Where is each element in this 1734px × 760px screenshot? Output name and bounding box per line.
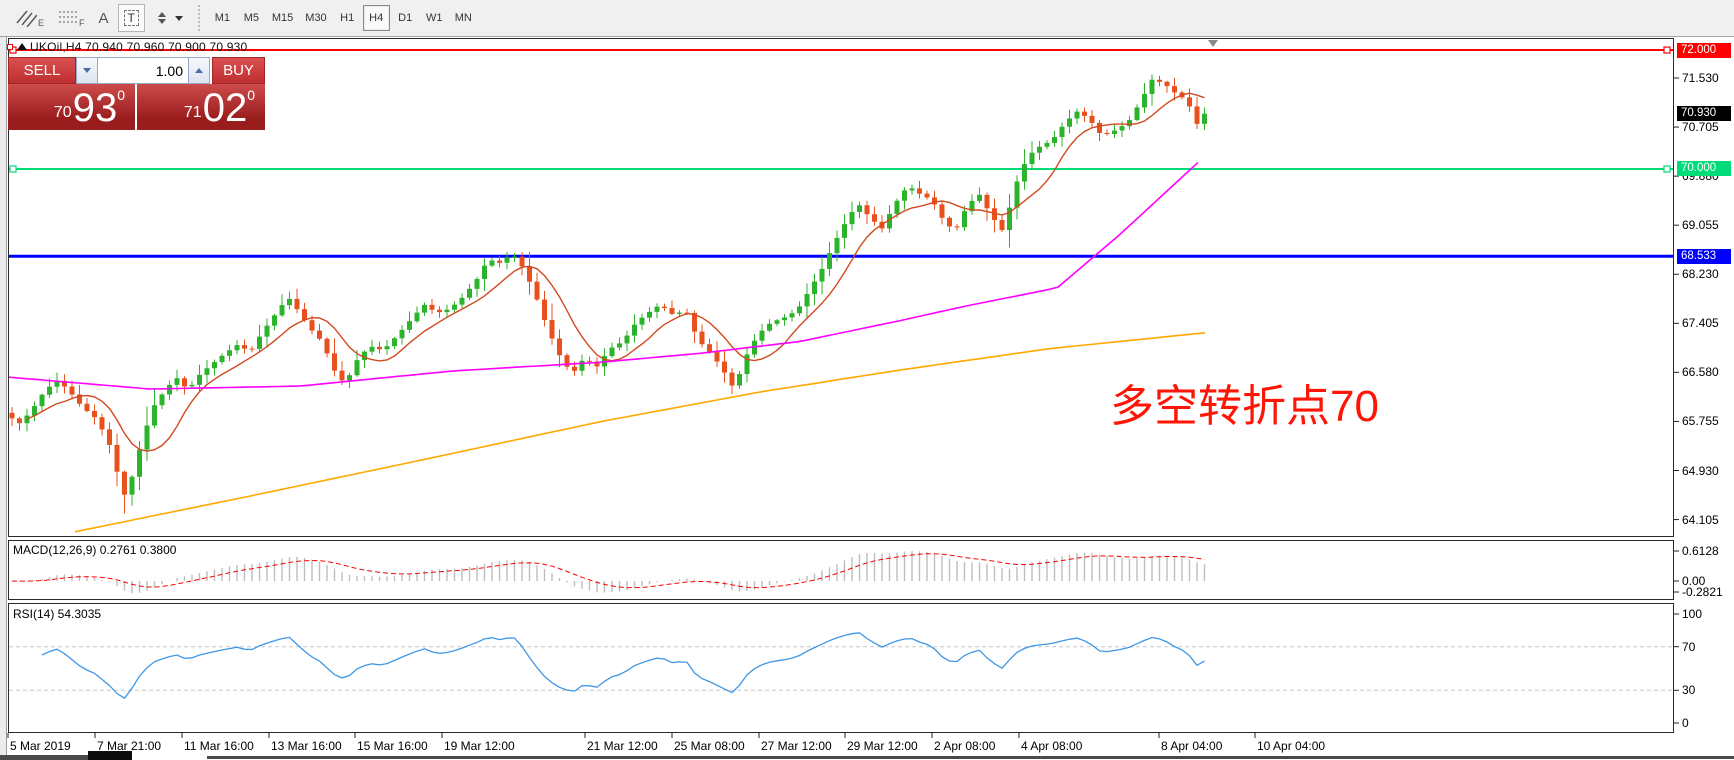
bottom-edge-left (0, 755, 110, 760)
time-tick-label: 11 Mar 16:00 (184, 739, 254, 753)
buy-price-big: 02 (202, 86, 248, 131)
tool-letter: F (79, 18, 85, 28)
toolbar-separator (195, 5, 202, 31)
macd-label: MACD(12,26,9) 0.2761 0.3800 (13, 543, 177, 557)
time-tick-label: 7 Mar 21:00 (97, 739, 162, 753)
time-tick-label: 15 Mar 16:00 (357, 739, 428, 753)
timeframe-button-m5[interactable]: M5 (243, 12, 260, 24)
time-tick-label: 4 Apr 08:00 (1021, 739, 1083, 753)
rsi-tick-label: 0 (1682, 716, 1689, 730)
volume-input[interactable] (98, 57, 188, 84)
arrows-icon (157, 12, 166, 24)
macd-tick-label: -0.2821 (1682, 585, 1723, 599)
price-tick-label: 64.930 (1682, 463, 1719, 478)
fibonacci-retracement-tool[interactable]: F (53, 4, 90, 32)
price-tick-label: 67.405 (1682, 316, 1719, 331)
time-tick-label: 13 Mar 16:00 (271, 739, 342, 753)
arrow-up-icon (195, 68, 203, 73)
time-tick-label: 25 Mar 08:00 (674, 739, 745, 753)
symbol-marker-icon (17, 43, 27, 50)
buy-price-small: 71 (183, 104, 202, 121)
chevron-down-icon (174, 15, 183, 21)
time-tick-label: 10 Apr 04:00 (1257, 739, 1326, 753)
price-badge-70.930: 70.930 (1677, 106, 1731, 122)
price-tick-label: 65.755 (1682, 414, 1719, 429)
rsi-pane[interactable] (8, 603, 1674, 733)
text-label-tool[interactable]: T (117, 4, 145, 32)
equidistant-channel-tool[interactable]: E (10, 4, 49, 32)
text-tool[interactable]: A (94, 4, 114, 32)
tool-letter: E (38, 18, 45, 28)
timeframe-button-m30[interactable]: M30 (305, 12, 327, 24)
arrows-tool[interactable] (149, 4, 188, 32)
text-tool-glyph: A (98, 9, 109, 27)
sell-price-big: 93 (72, 86, 118, 131)
buy-price-panel[interactable]: 71 02 0 (137, 84, 265, 130)
price-tick-label: 66.580 (1682, 365, 1719, 380)
volume-decrease-button[interactable] (76, 57, 98, 84)
time-tick-label: 5 Mar 2019 (10, 739, 71, 753)
macd-tick-label: 0.6128 (1682, 544, 1719, 558)
rsi-tick-label: 30 (1682, 683, 1696, 698)
symbol-info: UKOil,H4 70.940 70.960 70.900 70.930 (30, 40, 248, 54)
timeframe-button-m15[interactable]: M15 (271, 12, 294, 24)
one-click-trade-widget: SELL BUY 70 93 0 71 02 0 (8, 57, 265, 130)
price-badge-72.000: 72.000 (1677, 42, 1731, 58)
time-tick-label: 19 Mar 12:00 (444, 739, 515, 753)
timeframe-button-w1[interactable]: W1 (425, 12, 443, 24)
timeframe-button-h1[interactable]: H1 (340, 12, 355, 24)
fibonacci-icon (59, 11, 78, 23)
price-tick-label: 68.230 (1682, 267, 1719, 282)
buy-price-sup: 0 (247, 87, 255, 103)
price-badge-70.000: 70.000 (1677, 161, 1731, 177)
time-tick-label: 29 Mar 12:00 (847, 739, 918, 753)
red-line-left-handle[interactable] (7, 44, 13, 50)
bottom-edge-block (88, 751, 132, 760)
chart-annotation: 多空转折点70 (1110, 382, 1379, 431)
timeframe-button-mn[interactable]: MN (454, 12, 472, 24)
arrow-down-icon (83, 68, 91, 73)
rsi-label: RSI(14) 54.3035 (13, 607, 102, 621)
time-tick-label: 27 Mar 12:00 (761, 739, 832, 753)
volume-increase-button[interactable] (188, 57, 210, 84)
window-left-edge (0, 37, 7, 760)
timeframe-button-m1[interactable]: M1 (214, 12, 231, 24)
price-badge-68.533: 68.533 (1677, 248, 1731, 264)
price-tick-label: 64.105 (1682, 512, 1719, 527)
timeframe-buttons: M1 M5 M15 M30 H1 H4 D1 W1 MN (208, 5, 478, 31)
channel-hatch-icon (16, 10, 37, 27)
buy-button[interactable]: BUY (212, 57, 265, 84)
bottom-edge-right (207, 756, 1734, 759)
timeframe-button-h4[interactable]: H4 (362, 5, 390, 31)
toolbar: E F A T M1 M5 M15 M30 H1 H4 D1 W1 MN (0, 0, 1734, 37)
time-tick-label: 2 Apr 08:00 (934, 739, 996, 753)
timeframe-button-d1[interactable]: D1 (398, 12, 413, 24)
macd-pane[interactable] (8, 540, 1674, 600)
chart-shift-marker-icon[interactable] (1208, 40, 1218, 47)
trade-row-prices: 70 93 0 71 02 0 (8, 84, 265, 130)
price-tick-label: 70.705 (1682, 120, 1719, 135)
price-tick-label: 71.530 (1682, 71, 1719, 85)
rsi-tick-label: 70 (1682, 639, 1696, 654)
sell-price-panel[interactable]: 70 93 0 (8, 84, 135, 130)
sell-button[interactable]: SELL (8, 57, 76, 84)
rsi-tick-label: 100 (1682, 607, 1703, 621)
trade-row-top: SELL BUY (8, 57, 265, 84)
sell-price-sup: 0 (117, 87, 125, 103)
time-tick-label: 8 Apr 04:00 (1161, 739, 1223, 753)
macd-tick-label: 0.00 (1682, 574, 1706, 588)
time-tick-label: 21 Mar 12:00 (587, 739, 658, 753)
sell-price-small: 70 (53, 104, 72, 121)
price-tick-label: 69.055 (1682, 218, 1719, 233)
text-label-icon: T (123, 10, 139, 26)
